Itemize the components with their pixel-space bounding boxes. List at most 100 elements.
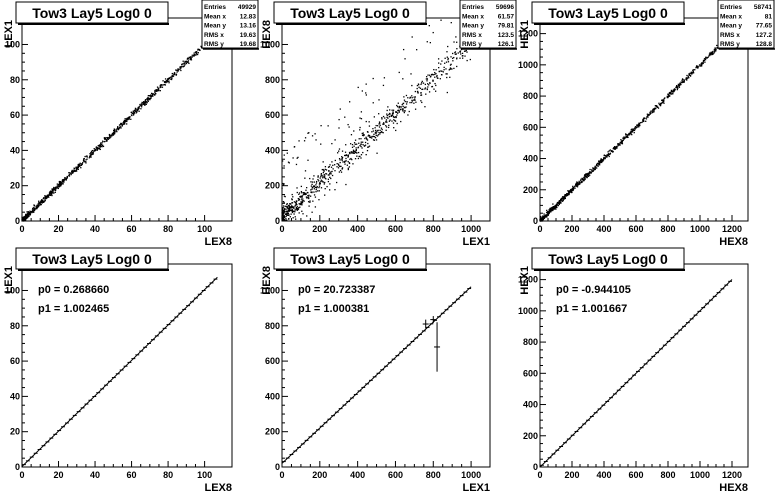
data-point	[362, 151, 364, 154]
data-point	[128, 118, 130, 120]
data-point	[354, 139, 357, 141]
data-point	[134, 107, 137, 110]
data-point	[156, 86, 159, 88]
data-point	[459, 50, 461, 53]
data-point	[45, 195, 47, 197]
data-point	[383, 123, 385, 125]
data-point	[165, 80, 167, 83]
data-point	[687, 75, 689, 77]
data-point	[394, 119, 396, 122]
data-point	[171, 73, 174, 75]
data-point	[390, 114, 393, 117]
y-tick-label: 800	[523, 337, 538, 347]
data-point	[542, 215, 544, 217]
data-point	[283, 212, 285, 214]
data-point	[91, 149, 94, 152]
data-point	[606, 154, 608, 157]
data-point	[99, 146, 101, 148]
data-point	[377, 129, 379, 132]
data-point	[633, 128, 635, 130]
data-point	[103, 141, 105, 143]
data-point	[72, 170, 75, 173]
data-point	[29, 213, 31, 215]
x-tick-label: 0	[19, 224, 24, 234]
data-point	[631, 128, 633, 130]
data-point	[552, 206, 555, 208]
data-point	[444, 57, 446, 59]
data-point	[289, 209, 291, 212]
data-point	[304, 170, 307, 172]
data-point	[586, 176, 588, 179]
x-tick-label: 1200	[722, 470, 742, 480]
data-point	[546, 209, 548, 212]
data-point	[42, 197, 44, 200]
data-point	[558, 200, 561, 202]
stats-label: Mean x	[204, 13, 226, 20]
data-point	[133, 109, 136, 111]
data-point	[25, 214, 27, 216]
stats-label: RMS x	[720, 32, 740, 39]
data-point	[68, 175, 70, 177]
data-point	[283, 211, 286, 213]
data-point	[294, 209, 296, 211]
data-point	[27, 214, 29, 216]
data-point	[705, 56, 707, 58]
stats-label: RMS x	[462, 32, 482, 39]
data-point	[542, 218, 545, 221]
data-point	[562, 197, 565, 199]
data-point	[421, 101, 423, 104]
data-point	[122, 122, 124, 124]
data-point	[576, 181, 578, 183]
data-point	[28, 214, 30, 216]
data-point	[365, 137, 368, 140]
data-point	[382, 115, 385, 118]
data-point	[62, 179, 64, 181]
data-point	[579, 183, 581, 185]
data-point	[155, 90, 158, 92]
data-point	[349, 101, 351, 103]
data-point	[148, 97, 150, 100]
data-point	[396, 104, 398, 107]
data-point	[402, 102, 404, 105]
data-point	[411, 100, 413, 102]
data-point	[597, 165, 599, 167]
data-point	[711, 53, 713, 56]
data-point	[582, 180, 585, 182]
data-point	[322, 161, 324, 163]
data-point	[179, 68, 181, 70]
data-point	[179, 67, 181, 69]
data-point	[58, 185, 61, 188]
data-point	[355, 149, 357, 151]
data-point	[284, 205, 286, 207]
data-point	[666, 95, 668, 98]
data-point	[113, 129, 116, 131]
data-point	[449, 68, 452, 70]
x-tick-label: 0	[537, 224, 542, 234]
data-point	[432, 80, 434, 82]
data-point	[608, 150, 610, 152]
data-point	[660, 102, 663, 104]
data-point	[681, 81, 684, 84]
data-point	[565, 194, 567, 196]
data-point	[379, 129, 381, 132]
data-point	[668, 95, 670, 97]
data-point	[367, 131, 369, 133]
data-point	[466, 51, 468, 53]
x-tick-label: 0	[19, 470, 24, 480]
data-point	[22, 220, 25, 222]
data-point	[168, 77, 170, 79]
data-point	[106, 137, 108, 139]
data-point	[692, 69, 694, 71]
y-tick-label: 40	[10, 391, 20, 401]
data-point	[360, 154, 363, 156]
x-tick-label: 200	[312, 224, 327, 234]
data-point	[633, 131, 635, 134]
data-point	[311, 186, 314, 189]
data-point	[310, 185, 313, 187]
data-point	[690, 72, 692, 74]
data-point	[678, 85, 680, 87]
data-point	[714, 47, 716, 49]
data-point	[583, 176, 585, 179]
data-point	[697, 66, 699, 68]
data-point	[307, 196, 309, 199]
